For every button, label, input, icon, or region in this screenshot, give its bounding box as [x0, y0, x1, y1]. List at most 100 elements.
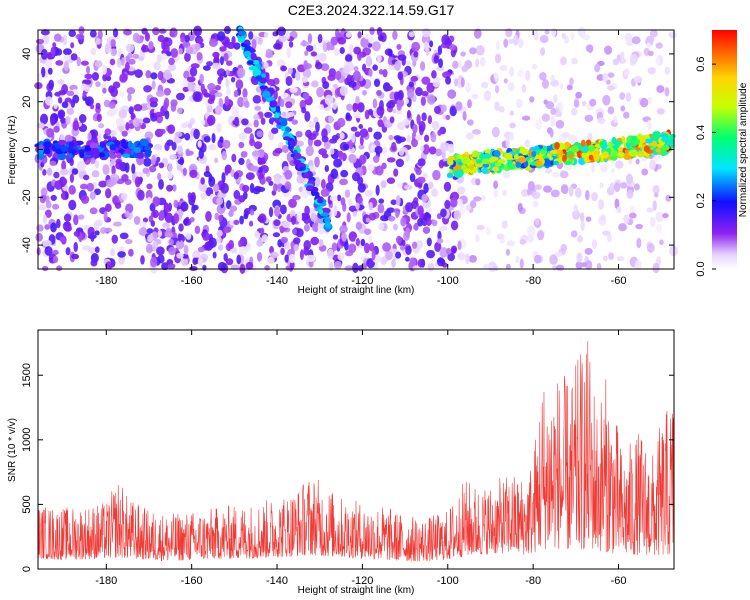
- spectrogram-cell: [236, 254, 242, 265]
- spectrogram-cell: [190, 191, 196, 203]
- spectrogram-cell: [509, 110, 514, 116]
- spectrogram-cell: [150, 256, 158, 268]
- spectrogram-cell: [437, 45, 443, 55]
- spectrogram-cell: [550, 116, 556, 127]
- spectrogram-cell: [252, 68, 262, 76]
- spectrogram-cell: [251, 59, 260, 65]
- spectrogram-cell: [206, 61, 214, 67]
- spectrogram-cell: [80, 60, 89, 66]
- spectrogram-cell: [515, 255, 520, 264]
- spectrogram-cell: [148, 41, 154, 50]
- spectrogram-cell: [372, 155, 380, 163]
- spectrogram-cell: [134, 176, 141, 188]
- spectrogram-cell: [254, 105, 262, 111]
- spectrogram-cell: [656, 85, 665, 94]
- spectrogram-cell: [346, 212, 351, 223]
- spectrogram-cell: [214, 92, 223, 98]
- spectrogram-cell: [450, 197, 458, 208]
- spectrogram-cell: [397, 136, 407, 143]
- spectrogram-cell: [299, 249, 304, 261]
- spectrogram-cell: [551, 27, 557, 38]
- spectrogram-cell: [54, 180, 63, 190]
- spectrogram-cell: [366, 258, 376, 269]
- spectrogram-cell: [668, 31, 677, 39]
- spectrogram-cell: [110, 177, 117, 186]
- spectrogram-cell: [67, 146, 73, 154]
- spectrogram-cell: [602, 151, 609, 157]
- spectrogram-cell: [496, 233, 505, 240]
- spectrogram-cell: [433, 105, 441, 115]
- spectrogram-cell: [192, 257, 198, 265]
- spectrogram-cell: [406, 109, 411, 119]
- spectrogram-cell: [333, 158, 343, 168]
- spectrogram-cell: [458, 60, 463, 69]
- spectrogram-cell: [63, 60, 70, 72]
- spectrogram-cell: [368, 201, 374, 211]
- colorbar-tick-label: 0.6: [695, 56, 707, 71]
- spectrogram-cell: [255, 75, 263, 81]
- spectrogram-cell: [327, 74, 336, 81]
- spectrogram-cell: [554, 251, 563, 257]
- spectrogram-cell: [352, 70, 361, 82]
- spectrogram-cell: [261, 234, 269, 243]
- spectrogram-cell: [212, 62, 221, 70]
- spectrogram-cell: [258, 213, 267, 224]
- spectrogram-cell: [284, 254, 289, 263]
- spectrogram-cell: [355, 202, 360, 210]
- spectrogram-cell: [66, 107, 75, 115]
- spectrogram-cell: [545, 168, 553, 174]
- spectrogram-cell: [405, 60, 412, 66]
- spectrogram-cell: [152, 27, 160, 36]
- spectrogram-cell: [573, 99, 580, 108]
- spectrogram-cell: [405, 256, 410, 262]
- spectrogram-cell: [484, 153, 491, 160]
- spectrogram-cell: [222, 226, 232, 233]
- spectrogram-cell: [613, 182, 621, 193]
- spectrogram-cell: [402, 118, 410, 126]
- spectrogram-cell: [339, 178, 348, 186]
- spectrogram-cell: [623, 214, 630, 225]
- spectrogram-cell: [243, 213, 249, 220]
- spectrogram-cell: [364, 228, 372, 235]
- spectrogram-cell: [273, 42, 282, 50]
- spectrogram-cell: [251, 38, 257, 50]
- spectrogram-cell: [180, 201, 189, 212]
- spectrogram-cell: [163, 87, 172, 96]
- spectrogram-cell: [242, 88, 248, 99]
- spectrogram-cell: [56, 265, 63, 272]
- spectrogram-cell: [395, 158, 405, 168]
- spectrogram-cell: [145, 243, 153, 254]
- spectrogram-cell: [344, 54, 353, 63]
- spectrogram-cell: [144, 131, 154, 140]
- spectrogram-cell: [393, 223, 398, 231]
- spectrogram-cell: [373, 78, 381, 88]
- spectrogram-cell: [332, 101, 338, 110]
- spectrogram-cell: [256, 239, 264, 247]
- spectrogram-cell: [164, 110, 170, 120]
- spectrogram-cell: [202, 232, 211, 241]
- spectrogram-cell: [193, 128, 200, 140]
- spectrogram-cell: [157, 70, 164, 81]
- spectrogram-cell: [183, 218, 189, 226]
- spectrogram-cell: [467, 99, 472, 109]
- spectrogram-cell: [91, 72, 100, 81]
- spectrogram-cell: [50, 222, 57, 233]
- spectrogram-cell: [213, 183, 220, 193]
- spectrogram-cell: [517, 157, 527, 163]
- spectrogram-cell: [138, 56, 145, 62]
- spectrogram-cell: [273, 183, 278, 193]
- spectrogram-cell: [396, 182, 403, 188]
- spectrogram-cell: [265, 176, 272, 183]
- spectrogram-cell: [549, 254, 558, 265]
- spectrogram-cell: [336, 194, 342, 202]
- spectrogram-cell: [53, 125, 60, 133]
- spectrogram-cell: [355, 237, 361, 247]
- spectrogram-cell: [337, 37, 347, 45]
- spectrogram-cell: [189, 217, 195, 223]
- spectrogram-cell: [375, 165, 384, 176]
- spectrogram-cell: [189, 66, 198, 77]
- spectrogram-cell: [392, 30, 398, 40]
- spectrogram-cell: [152, 209, 159, 219]
- spectrogram-cell: [462, 110, 467, 121]
- spectrogram-cell: [564, 141, 571, 148]
